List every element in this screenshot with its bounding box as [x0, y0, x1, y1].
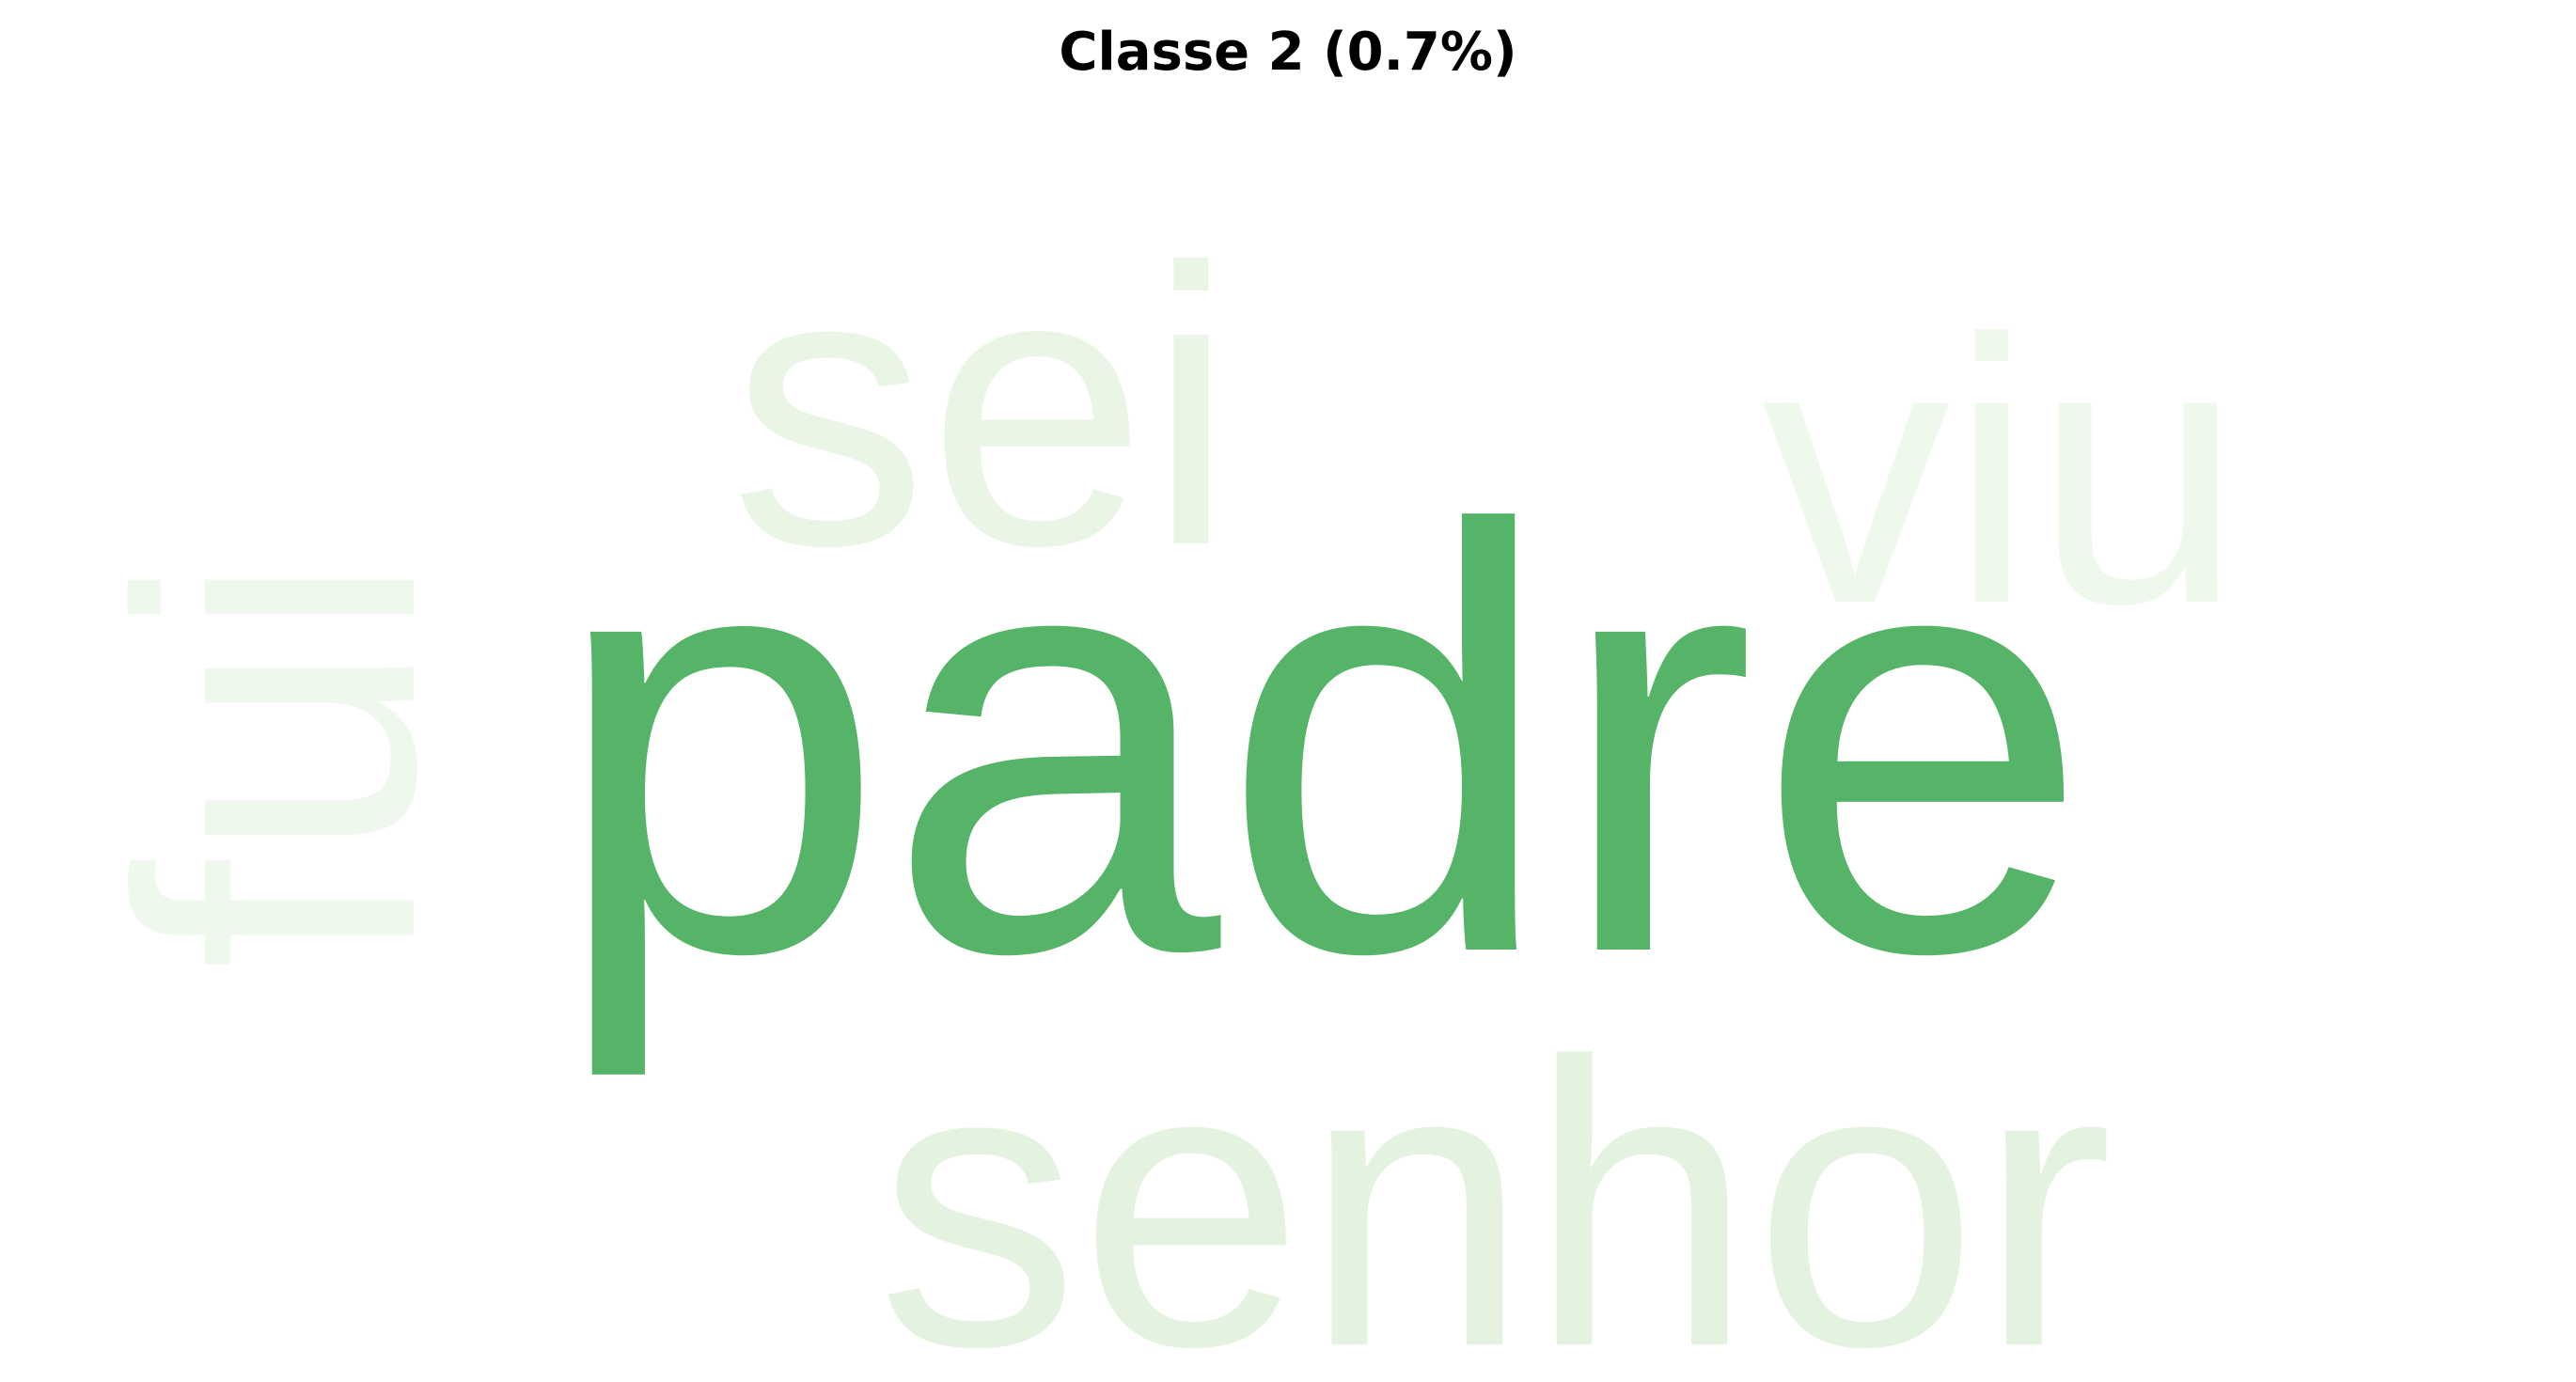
word-senhor: senhor: [877, 980, 2113, 1382]
word-fui: fui: [57, 553, 498, 970]
word-viu: viu: [1762, 261, 2242, 682]
word-sei: sei: [730, 187, 1235, 628]
word-padre: padre: [552, 405, 2091, 1081]
figure-title: Classe 2 (0.7%): [1059, 22, 1517, 83]
